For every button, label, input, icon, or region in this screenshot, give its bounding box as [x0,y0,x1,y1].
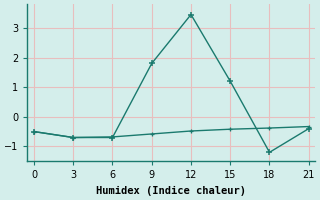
X-axis label: Humidex (Indice chaleur): Humidex (Indice chaleur) [96,186,246,196]
